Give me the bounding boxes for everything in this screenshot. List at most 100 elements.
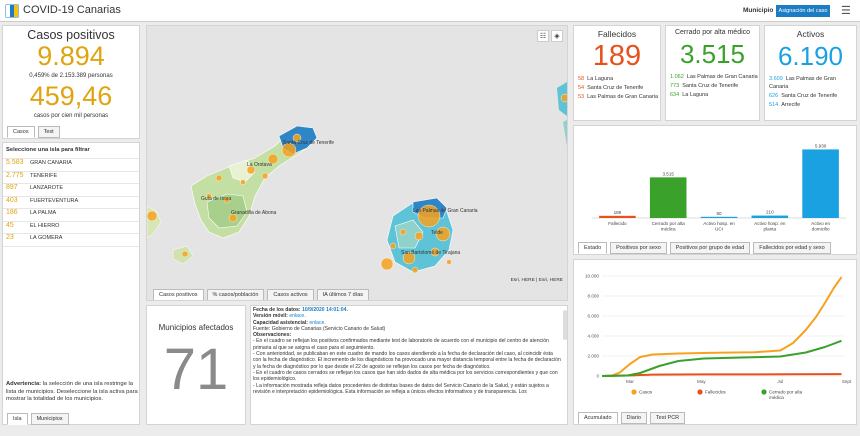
isla-count: 2.775 [6,171,24,179]
bar-data-label: 50 [716,211,722,216]
row-count: 626 [769,93,779,99]
row-count: 54 [578,85,585,91]
bar[interactable] [649,177,687,218]
isla-row-tenerife[interactable]: 2.775 TENERIFE [3,171,139,184]
asignacion-button[interactable]: Asignación del caso [776,5,830,17]
isla-row-la-palma[interactable]: 186 LA PALMA [3,209,139,222]
series-line [601,276,843,377]
tab-map-casos-activos[interactable]: Casos activos [267,289,314,300]
tab-isla[interactable]: Isla [7,413,28,425]
legend-swatch [761,389,767,395]
activos-row: 3.609 Las Palmas de Gran Canaria [765,75,856,91]
isla-row-la-gomera[interactable]: 23 LA GOMERA [3,234,139,247]
acumulado-line-chart: 10.000 8.000 6.000 4.000 2.000 0 Mar May Jul Sept… [585,274,852,400]
map-layers-button[interactable]: ◈ [551,30,563,42]
bar-category-label: médica [661,227,676,232]
bar[interactable] [802,149,839,218]
top-bar: COVID-19 Canarias Municipio Asignación d… [0,0,860,22]
map-list-button[interactable]: ☷ [537,30,549,42]
notes-scrollbar[interactable] [563,310,567,340]
series-line [601,339,842,377]
y-tick-label: 2.000 [588,354,600,359]
casos-value: 9.894 [37,41,105,71]
canary-islands-map[interactable]: Santa Cruz de Tenerife La Orotava Guía d… [147,26,567,288]
row-name: Santa Cruz de Tenerife [682,83,739,89]
casos-percent: 0,459% de 2.153.389 personas [29,73,113,79]
note-p1: - En el cuadro se reflejan los positivos… [253,338,549,351]
row-count: 634 [670,92,680,98]
municipios-value: 71 [163,337,229,402]
map-panel[interactable]: Santa Cruz de Tenerife La Orotava Guía d… [146,25,568,301]
fecha-label: Fecha de los datos: [253,307,301,313]
cerrado-row: 1.062 Las Palmas de Gran Canaria [666,73,759,81]
estado-chart-panel: 189 Fallecido 3.515 Cerrado por alta médica 5… [573,125,857,255]
cerrado-row: 634 La Laguna [666,91,759,99]
tab-test-pcr[interactable]: Test PCR [649,412,686,424]
isla-name: GRAN CANARIA [30,160,72,166]
isla-row-el-hierro[interactable]: 45 EL HIERRO [3,222,139,234]
isla-row-lanzarote[interactable]: 897 LANZAROTE [3,184,139,197]
canarias-logo-icon [5,4,19,18]
municipios-label: Municipios afectados [158,323,234,332]
observaciones-label: Observaciones: [253,332,292,339]
x-tick-label: May [697,379,706,384]
bar-category-label: Activo hosp. en [754,221,786,226]
tab-municipios[interactable]: Municipios [30,413,69,425]
version-link[interactable]: enlace. [289,313,306,320]
isla-row-gran-canaria[interactable]: 5.583 GRAN CANARIA [3,159,139,172]
tab-map-ia-7-dias[interactable]: IA últimos 7 días [316,289,370,300]
map-label-las-palmas: Las Palmas de Gran Canaria [413,208,478,214]
row-name: Las Palmas de Gran Canaria [769,76,836,90]
bar[interactable] [599,215,636,218]
cerrado-row: 773 Santa Cruz de Tenerife [666,82,759,90]
bar[interactable] [751,215,789,218]
per-cien-mil-label: casos por cien mil personas [33,113,109,119]
tab-positivos-edad[interactable]: Positivos por grupo de edad [669,242,751,254]
fallecidos-value: 189 [592,40,642,72]
advertencia-body: la selección de una isla restringe la li… [6,381,138,402]
capacidad-link[interactable]: enlace. [309,319,326,326]
casos-panel: Casos positivos 9.894 0,459% de 2.153.38… [2,25,140,139]
legend-label: Cerrado por alta [769,390,803,395]
islas-panel: Seleccione una isla para filtrar 5.583 GR… [2,142,140,425]
tab-positivos-sexo[interactable]: Positivos por sexo [610,242,667,254]
y-tick-label: 4.000 [588,334,600,339]
tab-map-casos-poblacion[interactable]: % casos/población [206,289,265,300]
row-name: La Laguna [682,92,709,98]
activos-value: 6.190 [777,41,844,71]
tab-acumulado[interactable]: Acumulado [578,412,618,424]
isla-name: TENERIFE [30,172,58,179]
legend-label: Fallecidos [705,390,726,395]
fallecidos-row: 54 Santa Cruz de Tenerife [574,84,660,92]
tab-estado[interactable]: Estado [578,242,608,254]
tab-test[interactable]: Test [37,126,60,138]
map-label-granadilla: Granadilla de Abona [231,210,277,216]
bar-category-label: Cerrado por alta [652,221,686,226]
isla-row-fuerteventura[interactable]: 403 FUERTEVENTURA [3,197,139,209]
menu-icon[interactable]: ☰ [841,5,851,17]
row-name: Las Palmas de Gran Canaria [686,74,758,80]
row-name: La Laguna [587,76,614,82]
row-count: 3.609 [769,76,783,82]
row-name: Las Palmas de Gran Canaria [587,94,659,100]
y-tick-label: 8.000 [588,294,600,299]
tab-fallecidos-edad-sexo[interactable]: Fallecidos por edad y sexo [753,242,831,254]
legend-label: Casos [639,390,653,395]
row-count: 58 [578,76,585,82]
row-name: Santa Cruz de Tenerife [587,85,644,91]
tab-map-casos-positivos[interactable]: Casos positivos [153,289,204,300]
tab-diario[interactable]: Diario [620,412,647,424]
fallecidos-row: 53 Las Palmas de Gran Canaria [574,93,660,101]
row-name: Santa Cruz de Tenerife [781,93,838,99]
fecha-value: 10/9/2020 14:01:04. [301,307,348,313]
note-p4: - La información mostrada refleja datos … [253,382,549,395]
bar-data-label: 189 [614,210,622,215]
bar-category-label: planta [764,227,777,232]
bar[interactable] [700,216,738,218]
row-count: 514 [769,102,779,108]
tab-casos[interactable]: Casos [7,126,35,138]
bar-category-label: domicilio [812,227,830,232]
map-label-telde: Telde [431,230,443,236]
note-p3: - En el cuadro de casos cerrados se refl… [253,369,558,383]
app-title: COVID-19 Canarias [23,4,121,16]
